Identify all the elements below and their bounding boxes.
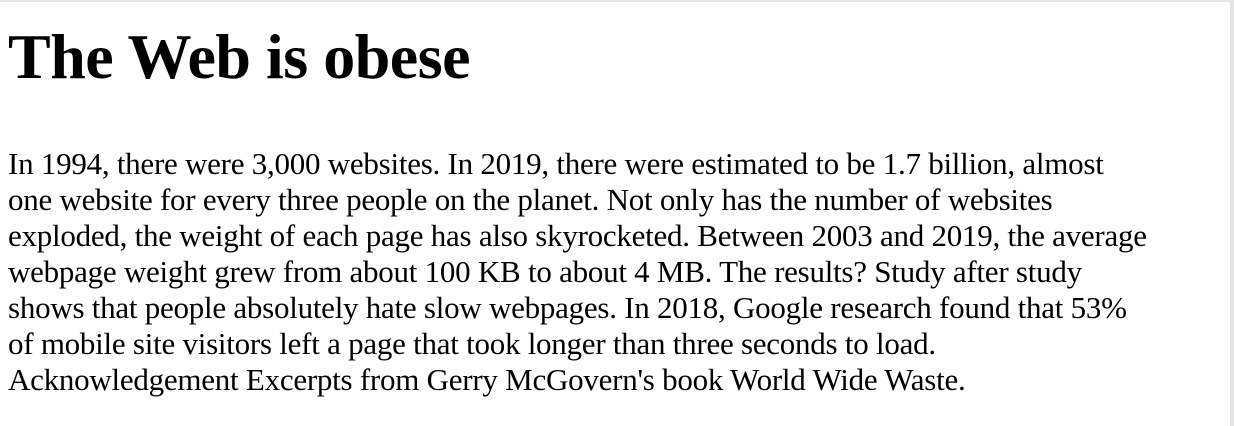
paragraph-line: webpage weight grew from about 100 KB to… [8,254,1082,289]
article-paragraph: In 1994, there were 3,000 websites. In 2… [8,146,1218,398]
page-title: The Web is obese [8,21,471,92]
paragraph-line: exploded, the weight of each page has al… [8,218,1147,253]
page-content: The Web is obese In 1994, there were 3,0… [8,2,1218,398]
paragraph-line: one website for every three people on th… [8,182,1053,217]
paragraph-line: of mobile site visitors left a page that… [8,326,936,361]
paragraph-line: shows that people absolutely hate slow w… [8,290,1127,325]
paragraph-line: Acknowledgement Excerpts from Gerry McGo… [8,362,966,397]
paragraph-line: In 1994, there were 3,000 websites. In 2… [8,146,1104,181]
